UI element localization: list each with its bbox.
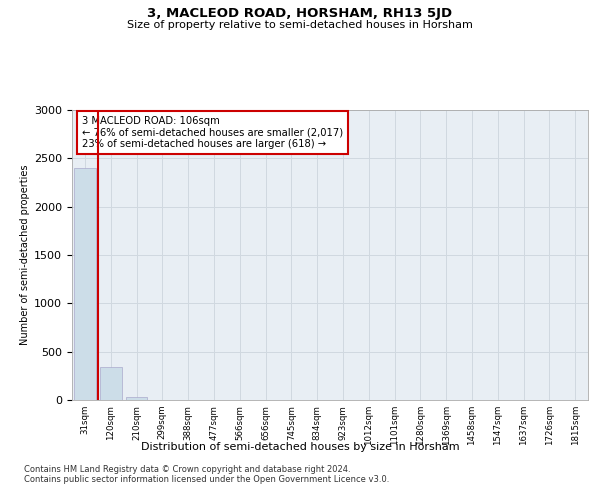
Text: Size of property relative to semi-detached houses in Horsham: Size of property relative to semi-detach… — [127, 20, 473, 30]
Text: Distribution of semi-detached houses by size in Horsham: Distribution of semi-detached houses by … — [140, 442, 460, 452]
Text: Contains HM Land Registry data © Crown copyright and database right 2024.: Contains HM Land Registry data © Crown c… — [24, 465, 350, 474]
Y-axis label: Number of semi-detached properties: Number of semi-detached properties — [20, 165, 30, 345]
Bar — [74, 168, 96, 400]
Text: Contains public sector information licensed under the Open Government Licence v3: Contains public sector information licen… — [24, 475, 389, 484]
Bar — [125, 397, 148, 400]
Text: 3 MACLEOD ROAD: 106sqm
← 76% of semi-detached houses are smaller (2,017)
23% of : 3 MACLEOD ROAD: 106sqm ← 76% of semi-det… — [82, 116, 343, 149]
Text: 3, MACLEOD ROAD, HORSHAM, RH13 5JD: 3, MACLEOD ROAD, HORSHAM, RH13 5JD — [148, 8, 452, 20]
Bar — [100, 367, 122, 400]
